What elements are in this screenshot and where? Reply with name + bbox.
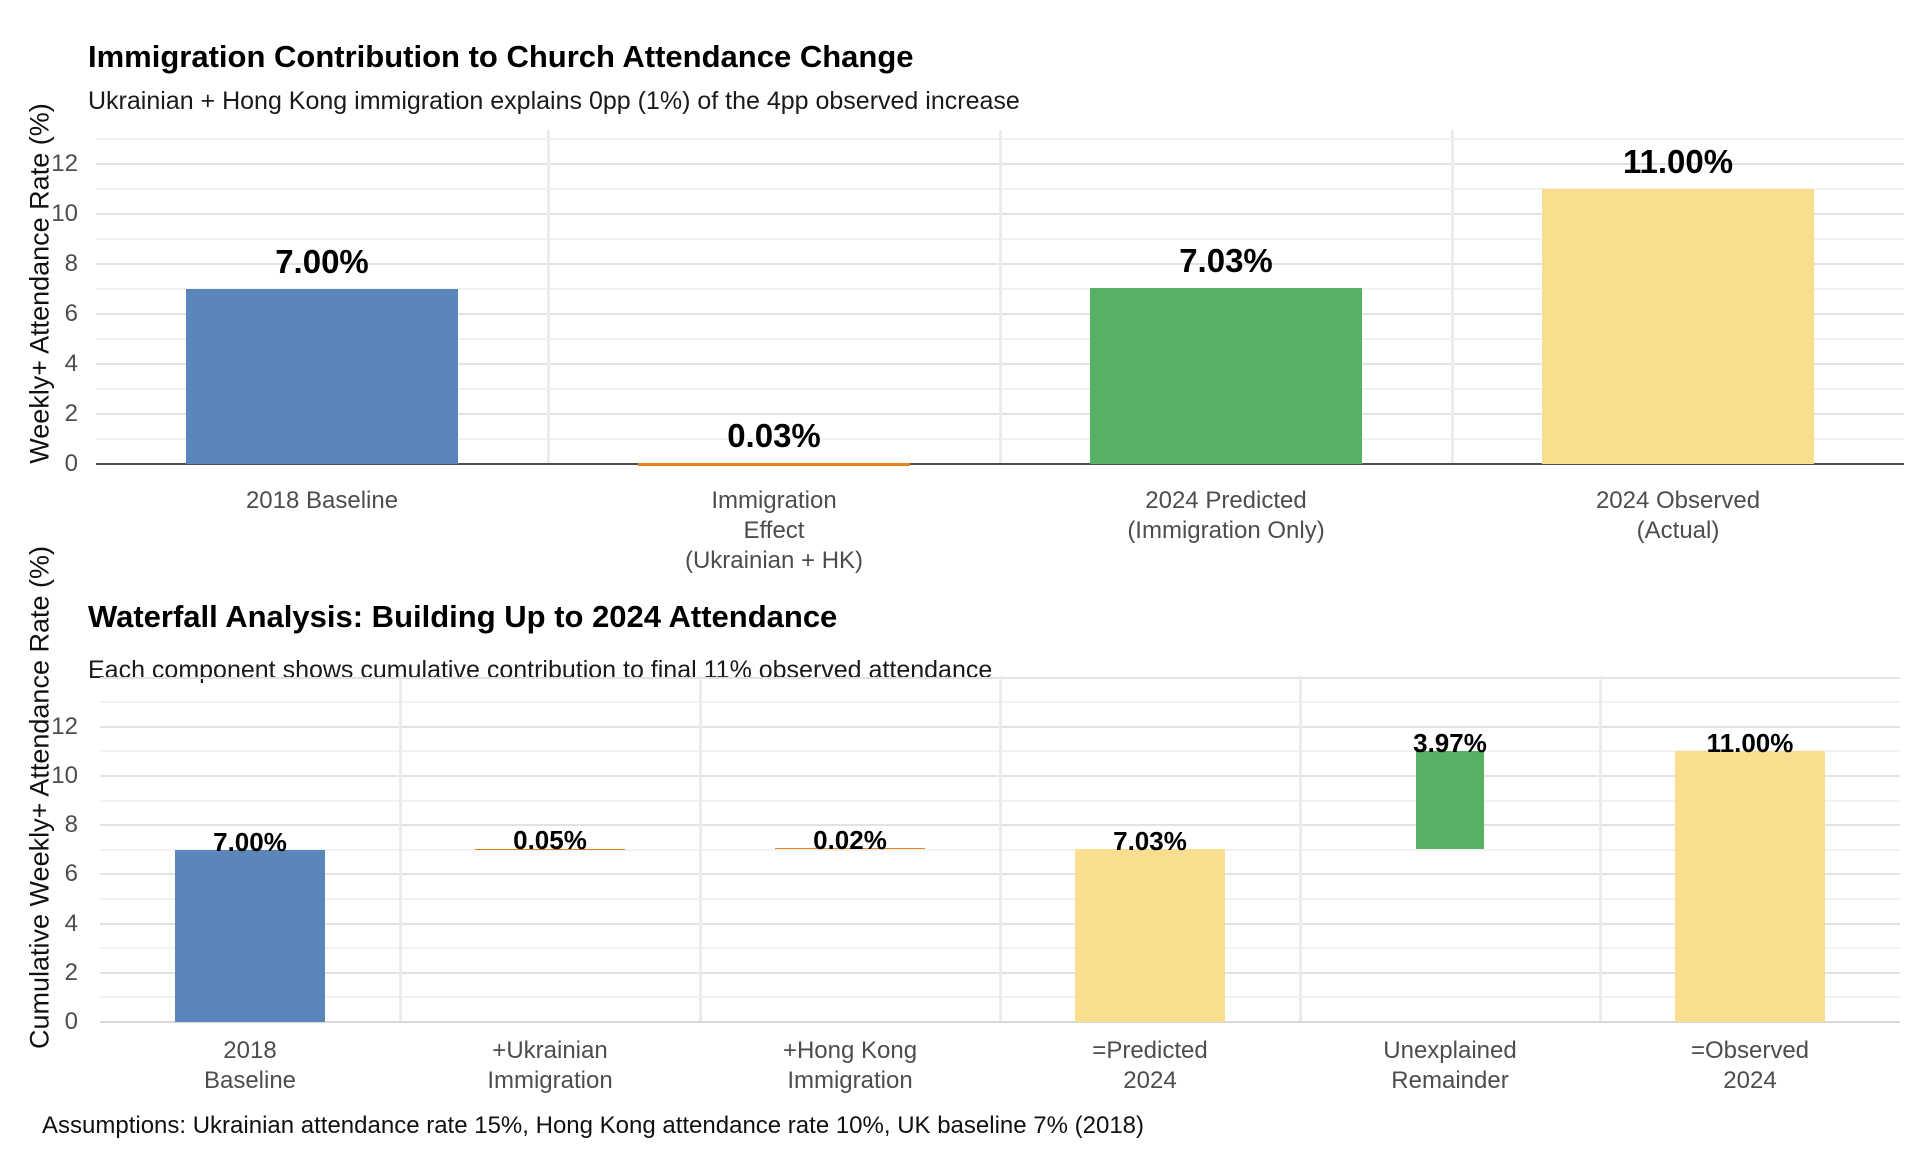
x-category-label-unexplained-remainder: Unexplained Remainder	[1383, 1037, 1517, 1094]
v-gridline	[1450, 130, 1454, 464]
bar-2024-observed-actual	[1542, 189, 1814, 464]
value-label-ukrainian-immigration: 0.05%	[513, 825, 587, 855]
y-tick-label: 12	[51, 712, 78, 740]
value-label-hong-kong-immigration: 0.02%	[813, 825, 887, 855]
bar-2018-baseline	[175, 849, 325, 1022]
chart-title: Immigration Contribution to Church Atten…	[88, 38, 914, 74]
y-tick-label: 10	[51, 200, 78, 227]
bar-ukrainian-immigration	[475, 848, 625, 850]
x-category-label-ukrainian-immigration: +Ukrainian Immigration	[487, 1037, 613, 1094]
x-category-label-hong-kong-immigration: +Hong Kong Immigration	[782, 1037, 918, 1094]
value-label-immigration-effect-ukrainian-hk: 0.03%	[727, 417, 821, 454]
value-label-unexplained-remainder: 3.97%	[1413, 728, 1487, 758]
chart-subtitle: Each component shows cumulative contribu…	[88, 656, 993, 684]
assumptions-caption: Assumptions: Ukrainian attendance rate 1…	[42, 1112, 1145, 1139]
x-category-label-2024-observed-actual: 2024 Observed (Actual)	[1595, 487, 1761, 544]
y-tick-label: 8	[64, 811, 78, 839]
y-tick-label: 6	[64, 860, 78, 888]
bar-immigration-effect-ukrainian-hk	[638, 463, 910, 467]
y-tick-label: 2	[64, 400, 78, 427]
value-label-2018-baseline: 7.00%	[213, 827, 287, 857]
v-gridline	[1598, 676, 1602, 1022]
value-label-2018-baseline: 7.00%	[275, 243, 369, 280]
bar-unexplained-remainder	[1416, 751, 1484, 850]
chart-subtitle: Ukrainian + Hong Kong immigration explai…	[88, 87, 1020, 115]
bar-hong-kong-immigration	[775, 848, 925, 850]
y-tick-label: 2	[64, 958, 78, 986]
v-gridline	[698, 676, 702, 1022]
x-category-label-2018-baseline: 2018 Baseline	[245, 487, 399, 514]
chart-title: Waterfall Analysis: Building Up to 2024 …	[88, 598, 838, 634]
v-gridline	[998, 130, 1002, 464]
value-label-2024-observed-actual: 11.00%	[1622, 143, 1734, 180]
y-tick-label: 0	[64, 450, 78, 477]
bar-observed-2024	[1675, 751, 1825, 1022]
bar-2024-predicted-immigration-only	[1090, 288, 1362, 464]
y-tick-label: 8	[64, 250, 78, 277]
x-category-label-observed-2024: =Observed 2024	[1690, 1037, 1810, 1094]
y-tick-label: 6	[64, 300, 78, 327]
bar-predicted-2024	[1075, 849, 1225, 1022]
x-category-label-2024-predicted-immigration-only: 2024 Predicted (Immigration Only)	[1127, 487, 1325, 544]
x-category-label-predicted-2024: =Predicted 2024	[1092, 1037, 1208, 1094]
v-gridline	[1298, 676, 1302, 1022]
x-category-label-2018-baseline: 2018 Baseline	[203, 1037, 297, 1094]
value-label-2024-predicted-immigration-only: 7.03%	[1179, 242, 1273, 279]
v-gridline	[398, 676, 402, 1022]
value-label-observed-2024: 11.00%	[1706, 728, 1794, 758]
y-tick-label: 0	[64, 1008, 78, 1035]
x-axis-line	[100, 1021, 1900, 1023]
x-category-label-immigration-effect-ukrainian-hk: Immigration Effect (Ukrainian + HK)	[684, 487, 864, 574]
y-tick-label: 12	[51, 150, 78, 177]
value-label-predicted-2024: 7.03%	[1113, 826, 1187, 856]
y-tick-label: 4	[64, 350, 78, 377]
v-gridline	[546, 130, 550, 464]
x-axis-line	[96, 463, 1904, 465]
bar-2018-baseline	[186, 289, 458, 464]
y-tick-label: 4	[64, 909, 78, 937]
y-tick-label: 10	[51, 762, 78, 789]
v-gridline	[998, 676, 1002, 1022]
